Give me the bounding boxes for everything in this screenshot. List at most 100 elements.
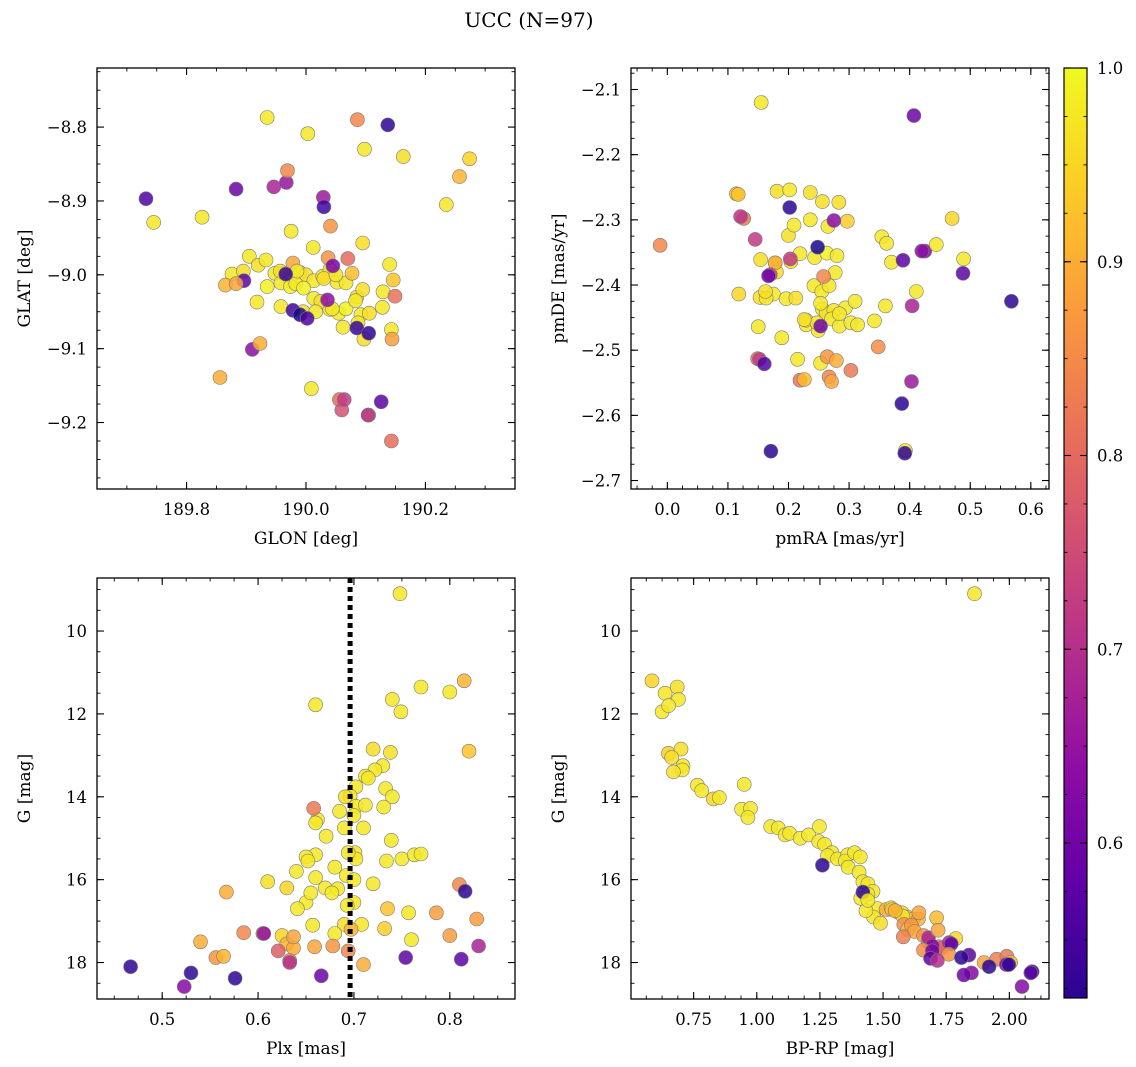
plx-g-point: [456, 673, 472, 689]
pmra-pmde-point: [815, 194, 830, 209]
pmra-pmde-point: [956, 251, 971, 267]
plx-g-point: [413, 679, 429, 695]
glon-glat-xtick-label: 189.8: [163, 500, 210, 519]
glon-glat-ytick-label: −9.1: [47, 340, 87, 359]
plx-g-point: [327, 859, 343, 875]
plx-g-point: [270, 943, 286, 959]
plx-g-point: [383, 832, 399, 848]
pmra-pmde-point: [796, 372, 812, 387]
plx-g-point: [365, 741, 381, 757]
plx-g-point: [457, 883, 473, 899]
pmra-pmde-ytick-label: −2.5: [581, 341, 621, 360]
pmra-pmde-point: [782, 251, 798, 267]
plx-g-point: [216, 948, 231, 964]
glon-glat-point: [438, 197, 454, 212]
plx-g-point: [401, 905, 416, 921]
plx-g-ytick-label: 12: [66, 705, 87, 724]
plx-g-point: [380, 901, 395, 917]
glon-glat-point: [355, 235, 371, 251]
plx-g-point: [289, 864, 304, 879]
pmra-pmde-point: [1004, 293, 1019, 309]
colorbar-tick-label: 1.0: [1097, 59, 1123, 78]
plx-g-point: [282, 955, 298, 970]
glon-glat-ytick-label: −9.2: [47, 414, 87, 433]
glon-glat-point: [194, 209, 210, 225]
plx-g-point: [308, 697, 323, 713]
glon-glat-point: [138, 191, 154, 206]
bprp-g-point: [860, 893, 876, 908]
bprp-g-ticks: 0.75 1.00 1.25 1.50 1.75 2.00 10 12 14 16 18: [600, 578, 1049, 1029]
bprp-g-point: [694, 783, 710, 798]
glon-glat-ytick-label: −8.9: [47, 192, 87, 211]
plx-g-point: [471, 938, 486, 954]
bprp-g-point: [852, 849, 868, 865]
figure-title: UCC (N=97): [464, 8, 593, 32]
pmra-pmde-point: [753, 252, 768, 267]
pmra-pmde-xtick-label: 0.0: [654, 500, 680, 519]
bprp-g-xtick-label: 1.75: [928, 1010, 965, 1029]
pmra-pmde-point: [824, 374, 839, 389]
plx-g-point: [384, 692, 400, 707]
plx-g-point: [392, 586, 408, 602]
plx-g-xtick-label: 0.5: [149, 1010, 175, 1029]
plx-g-point: [377, 921, 392, 936]
plx-g-point: [332, 803, 347, 819]
glon-glat-point: [146, 215, 161, 230]
glon-glat-point: [336, 392, 352, 407]
pmra-pmde-ytick-label: −2.4: [581, 276, 621, 295]
plx-g-point: [256, 926, 272, 941]
plx-g-xtick-label: 0.8: [437, 1010, 463, 1029]
plx-g-point: [300, 853, 316, 869]
bprp-g-point: [664, 750, 680, 765]
glon-glat-point: [323, 218, 338, 234]
glon-glat-xtick-label: 190.2: [402, 500, 449, 519]
glon-glat-point: [355, 282, 371, 297]
plx-g-ytick-label: 16: [66, 871, 87, 890]
pmra-pmde-ytick-label: −2.2: [581, 146, 621, 165]
pmra-pmde-point: [786, 217, 802, 233]
pmra-pmde-point: [758, 284, 773, 299]
pmra-pmde-point: [747, 232, 763, 247]
pmra-pmde-point: [782, 182, 798, 198]
plx-g-point: [313, 968, 329, 984]
glon-glat-point: [304, 381, 319, 396]
bprp-g-xtick-label: 2.00: [991, 1010, 1028, 1029]
glon-glat-points: [138, 110, 477, 449]
bprp-g-point: [911, 905, 927, 921]
pmra-pmde-ytick-label: −2.7: [581, 472, 621, 491]
colorbar-gradient: [1063, 67, 1088, 999]
plx-g-points: [123, 586, 486, 994]
bprp-g-point: [956, 967, 972, 983]
glon-glat-point: [344, 265, 360, 281]
glon-glat-point: [278, 266, 294, 282]
pmra-pmde-point: [847, 293, 863, 309]
glon-glat-point: [462, 151, 477, 167]
pmra-pmde-point: [753, 95, 769, 110]
plx-g-point: [379, 853, 394, 869]
pmra-pmde-point: [894, 396, 910, 411]
plx-g-point: [383, 745, 398, 760]
plx-g-point: [384, 789, 400, 805]
colorbar-tick-label: 0.8: [1097, 447, 1123, 466]
pmra-pmde-point: [730, 187, 746, 202]
pmra-pmde-point: [897, 445, 913, 461]
colorbar-tick-label: 0.9: [1097, 253, 1123, 272]
plx-g-point: [279, 880, 295, 896]
glon-glat-point: [320, 292, 335, 308]
pmra-pmde-point: [878, 298, 893, 314]
pmra-pmde-point: [816, 269, 831, 284]
plx-g-point: [404, 932, 419, 948]
glon-glat-point: [266, 179, 282, 195]
bprp-g-point: [930, 922, 946, 938]
pmra-pmde-point: [870, 339, 886, 355]
plx-g-point: [327, 926, 343, 941]
bprp-g-point: [887, 903, 903, 919]
bprp-g-point: [895, 929, 911, 945]
plx-g-ytick-label: 10: [66, 622, 87, 641]
glon-glat-ytick-label: −8.8: [47, 118, 87, 137]
glon-glat-point: [249, 294, 265, 310]
glon-glat-point: [335, 319, 351, 335]
plx-g-point: [307, 939, 322, 955]
pmra-pmde-point: [750, 319, 766, 335]
pmra-pmde-point: [906, 108, 922, 123]
